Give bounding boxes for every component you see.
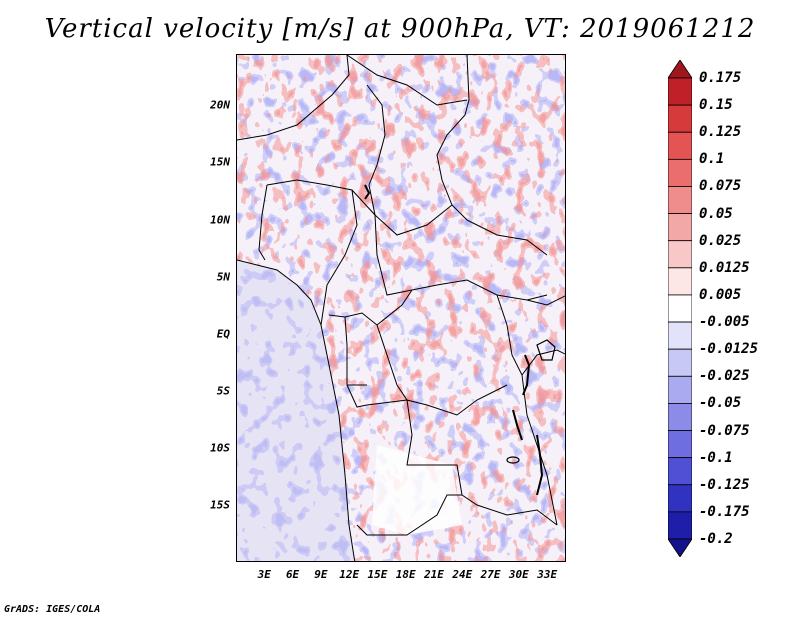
lat-tick-label: 15N (210, 155, 230, 169)
lon-tick-label: 3E (257, 568, 271, 581)
colorbar-tick-label: -0.075 (699, 422, 750, 439)
country-borders (237, 55, 565, 561)
colorbar-segment (668, 267, 692, 296)
lon-tick-label: 27E (480, 568, 501, 581)
lon-tick-label: 15E (367, 568, 388, 581)
lat-tick-label: 10S (210, 441, 230, 455)
lat-tick-label: 20N (210, 98, 230, 112)
colorbar-tick-label: -0.005 (699, 314, 750, 331)
lat-tick-label: 5N (216, 270, 230, 284)
colorbar-segment (668, 77, 692, 106)
colorbar-tick-label: -0.05 (699, 395, 742, 412)
colorbar-tick-label: 0.075 (699, 178, 742, 195)
colorbar-segment (668, 158, 692, 187)
colorbar-tick-label: -0.0125 (699, 341, 759, 358)
lat-tick-label: 10N (210, 213, 230, 227)
colorbar-segment (668, 375, 692, 404)
colorbar-tick-label: 0.1 (699, 151, 725, 168)
colorbar-segment (668, 321, 692, 350)
colorbar-segment (668, 430, 692, 459)
colorbar-tick-label: 0.15 (699, 97, 733, 114)
calm-region-south (372, 445, 462, 535)
lakes (364, 184, 556, 496)
lon-tick-label: 33E (537, 568, 558, 581)
colorbar-tick-label: -0.175 (699, 503, 750, 520)
lon-tick-label: 30E (508, 568, 529, 581)
colorbar-cap-top (668, 60, 692, 79)
colorbar-segment (668, 403, 692, 431)
colorbar-cap-bottom (668, 538, 692, 557)
colorbar-segment (668, 457, 692, 486)
colorbar-segment (668, 240, 692, 269)
colorbar-tick-label: -0.2 (699, 531, 733, 547)
colorbar-tick-label: 0.025 (699, 232, 742, 249)
velocity-field-map (237, 55, 565, 561)
lat-tick-label: 15S (210, 498, 230, 512)
colorbar-tick-label: -0.125 (699, 476, 750, 493)
lat-tick-label: EQ (216, 327, 230, 341)
colorbar-tick-label: -0.025 (699, 368, 750, 385)
colorbar-segment (668, 511, 692, 540)
colorbar-tick-label: 0.005 (699, 286, 742, 303)
map-plot-area (236, 54, 566, 562)
colorbar-tick-label: 0.175 (699, 70, 742, 86)
lon-tick-label: 9E (314, 568, 328, 581)
chart-title: Vertical velocity [m/s] at 900hPa, VT: 2… (44, 14, 756, 44)
colorbar-segment (668, 484, 692, 513)
lon-tick-label: 21E (424, 568, 444, 581)
colorbar-segment (668, 104, 692, 133)
ocean-region (237, 260, 355, 561)
colorbar-tick-label: -0.1 (699, 449, 733, 466)
colorbar-segment (668, 186, 692, 214)
colorbar-tick-label: 0.0125 (699, 259, 750, 276)
colorbar-segment (668, 213, 692, 242)
lon-tick-label: 18E (395, 568, 416, 581)
lat-tick-label: 5S (216, 384, 230, 398)
lon-tick-label: 24E (452, 568, 473, 581)
colorbar-tick-label: 0.05 (699, 205, 733, 222)
colorbar-tick-label: 0.125 (699, 124, 742, 141)
lon-tick-label: 6E (285, 568, 300, 581)
colorbar (668, 60, 692, 557)
colorbar-segment (668, 131, 692, 160)
lon-tick-label: 12E (339, 568, 360, 581)
colorbar-segment (668, 294, 692, 323)
footer-credit: GrADS: IGES/COLA (4, 604, 101, 615)
colorbar-segment (668, 348, 692, 377)
